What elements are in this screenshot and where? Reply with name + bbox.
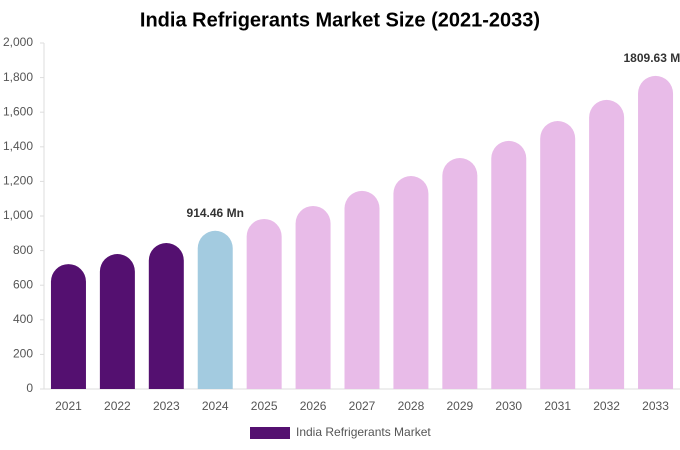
bar <box>589 99 625 390</box>
legend-swatch <box>250 427 290 439</box>
x-tick-label: 2028 <box>398 399 425 413</box>
y-tick-label: 1,800 <box>3 70 33 84</box>
y-tick-label: 400 <box>13 312 33 326</box>
x-tick-label: 2023 <box>153 399 180 413</box>
y-tick-label: 800 <box>13 243 33 257</box>
bar <box>99 254 135 389</box>
bar <box>50 264 86 389</box>
bar <box>246 218 282 389</box>
x-tick-label: 2022 <box>104 399 131 413</box>
x-tick-label: 2031 <box>544 399 571 413</box>
bar <box>393 176 429 389</box>
bar <box>197 230 233 389</box>
bar <box>638 75 674 389</box>
bar <box>295 205 331 389</box>
bar <box>442 158 478 389</box>
y-tick-label: 200 <box>13 347 33 361</box>
data-label: 1809.63 Mn <box>624 51 680 65</box>
x-tick-label: 2021 <box>55 399 82 413</box>
x-tick-label: 2027 <box>349 399 376 413</box>
x-tick-label: 2030 <box>495 399 522 413</box>
y-tick-label: 1,400 <box>3 139 33 153</box>
bar <box>540 121 576 389</box>
y-tick-label: 2,000 <box>3 35 33 49</box>
x-tick-label: 2024 <box>202 399 229 413</box>
chart-title: India Refrigerants Market Size (2021-203… <box>140 9 540 31</box>
data-label: 914.46 Mn <box>187 206 244 220</box>
bar <box>491 140 527 389</box>
y-tick-label: 1,000 <box>3 208 33 222</box>
bar <box>344 190 380 389</box>
legend-label: India Refrigerants Market <box>296 425 431 439</box>
y-tick-label: 600 <box>13 277 33 291</box>
y-tick-label: 0 <box>26 381 33 395</box>
y-tick-label: 1,200 <box>3 174 33 188</box>
y-tick-label: 1,600 <box>3 104 33 118</box>
x-tick-label: 2026 <box>300 399 327 413</box>
x-tick-label: 2029 <box>446 399 473 413</box>
x-tick-label: 2032 <box>593 399 620 413</box>
bar <box>148 242 184 389</box>
x-tick-label: 2025 <box>251 399 278 413</box>
x-tick-label: 2033 <box>642 399 669 413</box>
